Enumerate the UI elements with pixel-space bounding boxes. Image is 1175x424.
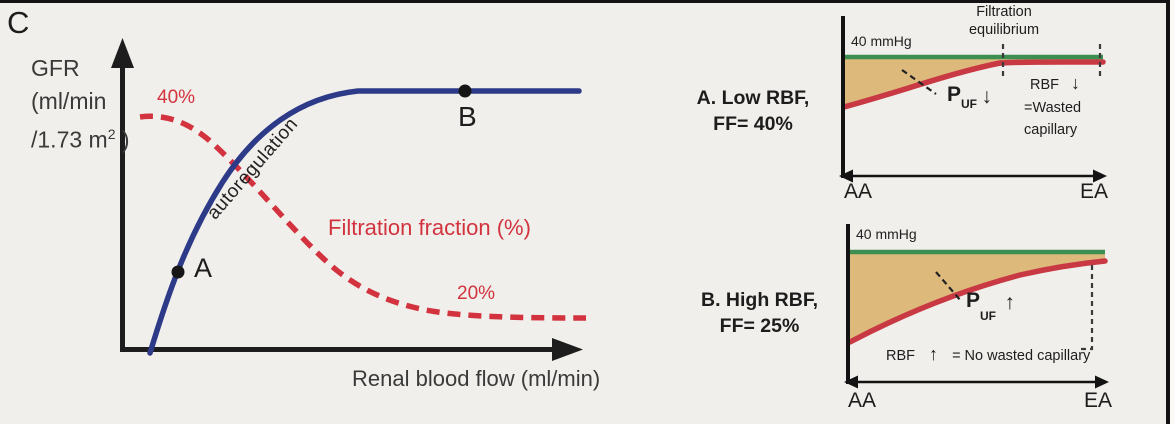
rbf-status-low: RBF ↓ [1030, 73, 1080, 94]
puf-up-arrow-icon: ↑ [1004, 291, 1015, 314]
filtration-equilibrium-label: Filtration equilibrium [968, 4, 1040, 38]
rbf-label-low: RBF [1030, 77, 1059, 93]
y-axis-superscript: 2 [107, 126, 116, 142]
low-rbf-diagram-canvas [839, 16, 1107, 183]
y-axis-label-line2: (ml/min [31, 88, 107, 114]
point-a-dot [171, 265, 185, 279]
ea-label-low: EA [1080, 180, 1109, 203]
frame-top-border [0, 0, 1175, 3]
ea-dashed-guide-high [1081, 264, 1094, 351]
frame-right-margin [1170, 0, 1175, 424]
pressure-value-low: 40 mmHg [851, 33, 912, 49]
high-rbf-title-line2: FF= 25% [719, 315, 800, 337]
no-wasted-capillary-label: = No wasted capillary [952, 348, 1091, 364]
puf-pointer-high [935, 271, 962, 302]
high-rbf-title-line1: B. High RBF, [701, 289, 818, 311]
ff-end-value: 20% [457, 283, 496, 304]
low-rbf-title-line1: A. Low RBF, [696, 87, 810, 109]
point-b-label: B [458, 101, 477, 132]
puf-label-high: PUF ↑ [966, 289, 1015, 323]
opposing-pressure-curve-high [847, 258, 1108, 345]
wasted-capillary-label: =Wasted capillary [1024, 100, 1082, 138]
rbf-down-arrow-icon: ↓ [1071, 73, 1081, 93]
point-a-label: A [194, 253, 213, 283]
puf-symbol-low: P [947, 83, 962, 106]
rbf-label-high: RBF [886, 348, 915, 364]
filtration-fraction-curve [139, 113, 587, 321]
puf-label-low: PUF ↓ [947, 83, 992, 111]
gfr-curve [147, 88, 582, 356]
high-rbf-title: B. High RBF, FF= 25% [692, 287, 827, 339]
rbf-up-arrow-icon: ↑ [929, 344, 939, 364]
opposing-pressure-curve-low [841, 59, 1106, 110]
puf-area-low [844, 57, 1103, 107]
capillary-arrowhead-right-high [1095, 375, 1109, 389]
aa-label-high: AA [848, 389, 877, 412]
x-axis-label: Renal blood flow (ml/min) [352, 366, 601, 391]
rbf-status-high: RBF ↑ = No wasted capillary [886, 344, 1090, 365]
puf-down-arrow-icon: ↓ [981, 85, 992, 108]
puf-subscript-high: UF [980, 309, 997, 323]
point-b-dot [458, 84, 472, 98]
x-axis-arrowhead [552, 338, 583, 361]
capillary-arrowhead-left-low [839, 169, 853, 183]
ff-series-label: Filtration fraction (%) [328, 215, 531, 240]
capillary-arrowhead-right-low [1093, 169, 1107, 183]
ff-start-value: 40% [157, 87, 196, 108]
puf-symbol-high: P [966, 289, 981, 312]
puf-pointer-low [901, 69, 937, 95]
pressure-value-high: 40 mmHg [856, 226, 917, 242]
puf-area-high [848, 252, 1105, 342]
high-rbf-diagram-canvas [844, 224, 1109, 389]
y-axis-label-line3: /1.73 m2 ) [31, 126, 130, 153]
gfr-rbf-chart-canvas [111, 38, 587, 361]
aa-label-low: AA [844, 180, 873, 203]
y-axis-label: GFR (ml/min /1.73 m2 ) [31, 52, 130, 157]
y-axis-label-line1: GFR [31, 55, 80, 81]
puf-subscript-low: UF [961, 97, 978, 111]
capillary-arrowhead-left-high [844, 375, 858, 389]
ea-label-high: EA [1084, 389, 1113, 412]
low-rbf-title: A. Low RBF, FF= 40% [692, 85, 814, 137]
low-rbf-title-line2: FF= 40% [713, 113, 793, 135]
y-axis-arrowhead [111, 38, 134, 68]
frame-right-border [1166, 0, 1170, 424]
panel-label: C [7, 5, 30, 40]
